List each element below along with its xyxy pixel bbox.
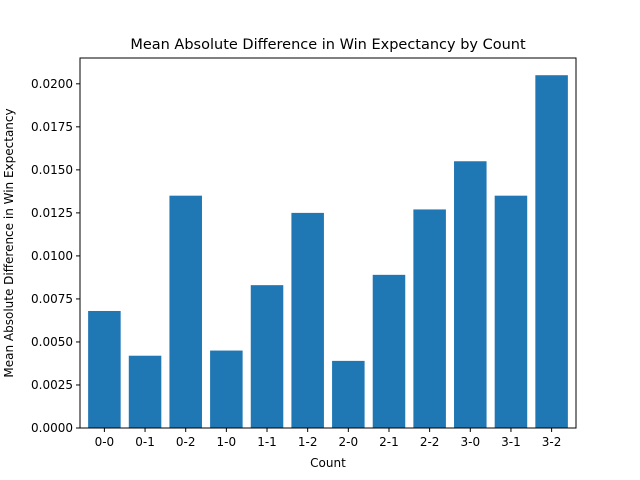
x-tick-label: 3-0 — [460, 435, 480, 449]
x-axis: 0-0 0-1 0-2 1-0 1-1 1-2 2-0 2-1 2-2 3-0 3-1 3-2 — [95, 428, 562, 449]
y-tick-label: 0.0025 — [31, 378, 73, 392]
chart-title: Mean Absolute Difference in Win Expectan… — [130, 37, 526, 53]
bar-2-0 — [332, 360, 365, 428]
y-tick-label: 0.0125 — [31, 206, 73, 220]
bar-0-0 — [88, 310, 121, 428]
bar-3-0 — [454, 161, 487, 429]
x-tick-label: 3-1 — [501, 435, 521, 449]
x-tick-label: 2-0 — [339, 435, 359, 449]
y-tick-label: 0.0175 — [31, 120, 73, 134]
x-tick-label: 0-2 — [176, 435, 196, 449]
x-tick-label: 1-1 — [257, 435, 277, 449]
bar-2-2 — [413, 209, 446, 428]
bars-group — [88, 75, 568, 429]
x-tick-label: 1-2 — [298, 435, 318, 449]
x-axis-label: Count — [310, 456, 346, 470]
bar-0-1 — [128, 355, 162, 428]
y-tick-label: 0.0200 — [31, 77, 73, 91]
y-axis: 0.0000 0.0025 0.0050 0.0075 0.0100 0.0125 0.01… — [31, 77, 80, 435]
bar-3-1 — [494, 195, 528, 428]
x-tick-label: 0-1 — [135, 435, 155, 449]
bar-3-2 — [535, 75, 568, 429]
x-tick-label: 1-0 — [217, 435, 237, 449]
y-tick-label: 0.0075 — [31, 292, 73, 306]
bar-1-2 — [291, 212, 324, 428]
x-tick-label: 0-0 — [95, 435, 115, 449]
bar-1-1 — [250, 285, 284, 428]
y-axis-label: Mean Absolute Difference in Win Expectan… — [2, 108, 16, 377]
y-tick-label: 0.0000 — [31, 421, 73, 435]
y-tick-label: 0.0050 — [31, 335, 73, 349]
bar-0-2 — [169, 195, 202, 428]
x-tick-label: 3-2 — [542, 435, 562, 449]
x-tick-label: 2-1 — [379, 435, 399, 449]
y-tick-label: 0.0150 — [31, 163, 73, 177]
bar-1-0 — [210, 350, 243, 428]
plot-frame — [79, 57, 577, 429]
y-tick-label: 0.0100 — [31, 249, 73, 263]
bar-2-1 — [372, 274, 406, 428]
x-tick-label: 2-2 — [420, 435, 440, 449]
